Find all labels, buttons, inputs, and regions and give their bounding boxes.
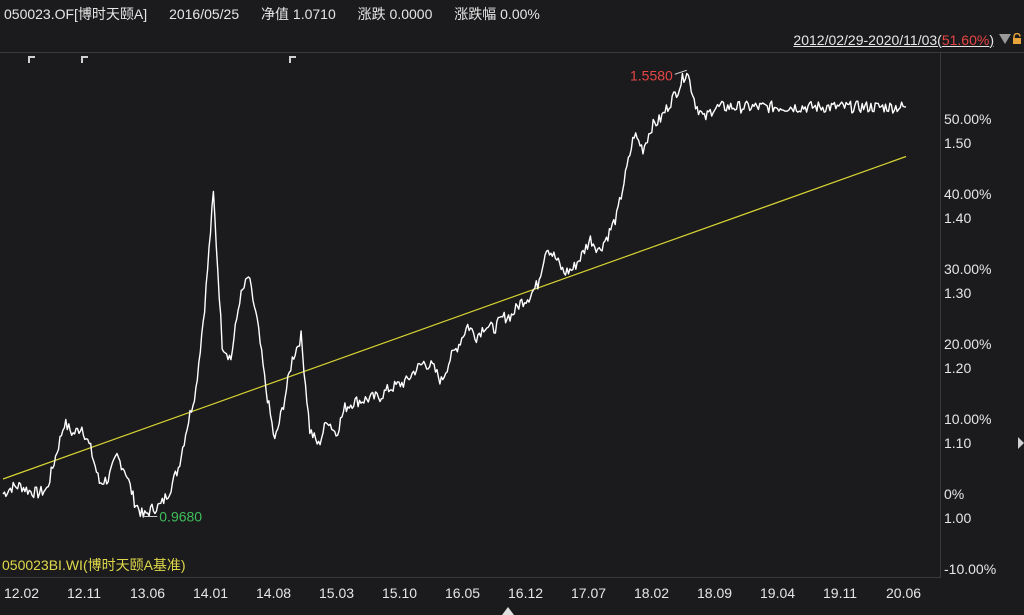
event-marker-icon[interactable] xyxy=(81,56,88,63)
y-tick-nav-label: 1.40 xyxy=(944,210,971,226)
x-tick-label: 18.02 xyxy=(634,585,669,601)
max-pointer-line xyxy=(674,69,687,75)
x-tick-label: 19.04 xyxy=(760,585,795,601)
x-tick-label: 14.08 xyxy=(256,585,291,601)
x-tick-label: 18.09 xyxy=(697,585,732,601)
expand-panel-icon[interactable] xyxy=(502,607,514,615)
x-tick-label: 19.11 xyxy=(823,585,857,601)
y-tick-nav-label: 1.30 xyxy=(944,285,971,301)
x-tick-label: 16.05 xyxy=(445,585,480,601)
x-tick-label: 16.12 xyxy=(508,585,543,601)
range-close-paren: ) xyxy=(989,32,994,48)
y-tick-nav-label: 1.10 xyxy=(944,435,971,451)
lock-icon[interactable] xyxy=(1012,33,1022,45)
range-dates: 2012/02/29-2020/11/03( xyxy=(793,32,942,48)
x-axis-divider xyxy=(0,577,940,578)
y-tick-pct-label: -10.00% xyxy=(944,561,996,577)
change-pct-value: 涨跌幅 0.00% xyxy=(454,6,540,22)
scroll-right-icon[interactable] xyxy=(1018,437,1024,449)
y-axis-divider xyxy=(940,52,941,578)
range-dropdown-icon[interactable] xyxy=(999,34,1011,44)
x-tick-label: 15.10 xyxy=(382,585,417,601)
change-value: 涨跌 0.0000 xyxy=(357,6,433,22)
y-tick-pct-label: 10.00% xyxy=(944,411,991,427)
y-tick-pct-label: 50.00% xyxy=(944,111,991,127)
x-tick-label: 12.11 xyxy=(67,585,101,601)
x-tick-label: 12.02 xyxy=(4,585,39,601)
nav-value: 净值 1.0710 xyxy=(261,6,336,22)
fund-info-header: 050023.OF[博时天颐A] 2016/05/25 净值 1.0710 涨跌… xyxy=(0,0,1024,28)
x-tick-label: 14.01 xyxy=(193,585,228,601)
max-value-label: 1.5580 xyxy=(630,67,673,83)
fund-nav-series-line[interactable] xyxy=(2,72,907,518)
y-tick-nav-label: 1.50 xyxy=(944,135,971,151)
event-marker-icon[interactable] xyxy=(289,56,296,63)
date-range-selector[interactable]: 2012/02/29-2020/11/03(51.60%) xyxy=(793,32,994,48)
y-tick-pct-label: 20.00% xyxy=(944,336,991,352)
fund-code: 050023.OF[博时天颐A] xyxy=(4,6,148,22)
x-tick-label: 20.06 xyxy=(886,585,921,601)
header-divider xyxy=(0,52,1024,53)
quote-date: 2016/05/25 xyxy=(169,6,240,22)
y-tick-nav-label: 1.20 xyxy=(944,360,971,376)
event-marker-icon[interactable] xyxy=(28,56,35,63)
benchmark-series-line xyxy=(2,155,907,480)
y-tick-pct-label: 40.00% xyxy=(944,186,991,202)
benchmark-legend: 050023BI.WI(博时天颐A基准) xyxy=(2,557,186,573)
x-tick-label: 13.06 xyxy=(130,585,165,601)
x-tick-label: 15.03 xyxy=(319,585,354,601)
y-tick-nav-label: 1.00 xyxy=(944,510,971,526)
y-tick-pct-label: 30.00% xyxy=(944,261,991,277)
range-return-pct: 51.60% xyxy=(941,32,990,48)
x-tick-label: 17.07 xyxy=(571,585,606,601)
min-value-label: 0.9680 xyxy=(159,509,202,525)
y-tick-pct-label: 0% xyxy=(944,486,964,502)
